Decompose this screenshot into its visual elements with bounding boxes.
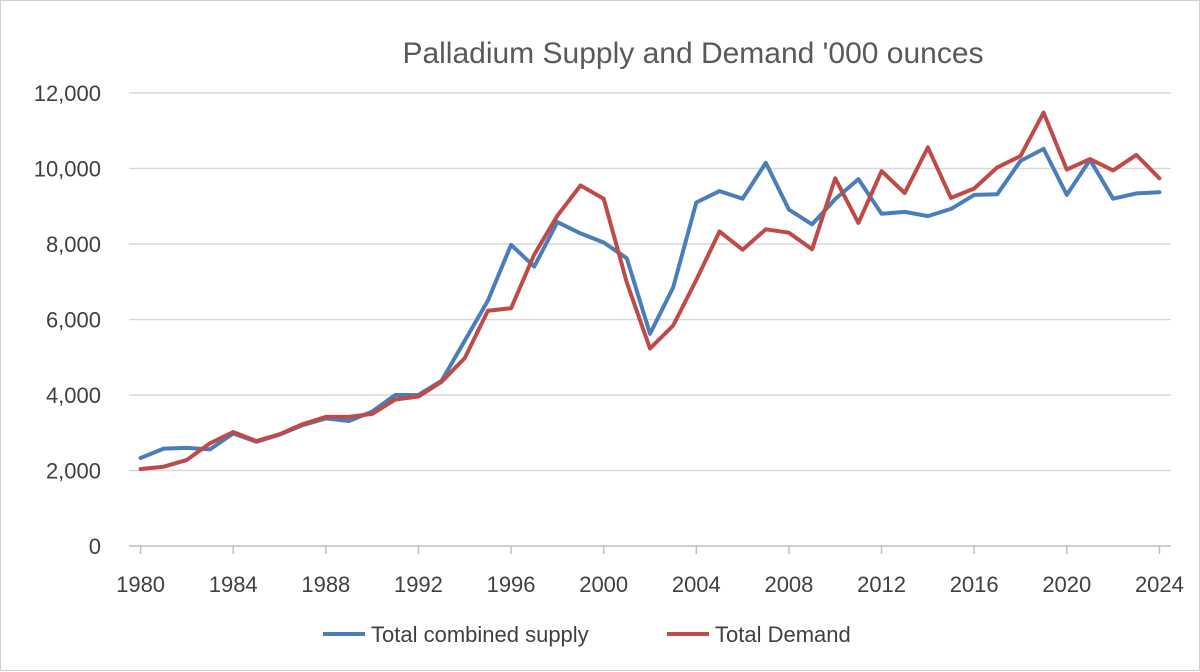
legend-label-total-combined-supply: Total combined supply <box>371 622 589 647</box>
x-tick-label-2012: 2012 <box>857 572 906 597</box>
chart-title: Palladium Supply and Demand '000 ounces <box>402 37 983 70</box>
series-line-total-demand <box>138 110 1162 471</box>
x-tick-label-2008: 2008 <box>764 572 813 597</box>
y-tick-label-12000: 12,000 <box>34 81 101 106</box>
x-tick-label-1984: 1984 <box>209 572 258 597</box>
x-tick-label-2024: 2024 <box>1135 572 1184 597</box>
y-tick-label-0: 0 <box>89 534 101 559</box>
series-line-total-combined-supply <box>138 146 1162 460</box>
x-tick-label-2000: 2000 <box>579 572 628 597</box>
x-tick-label-2020: 2020 <box>1042 572 1091 597</box>
gridlines <box>129 92 1171 472</box>
y-tick-label-6000: 6,000 <box>46 308 101 333</box>
y-tick-label-2000: 2,000 <box>46 459 101 484</box>
y-tick-label-8000: 8,000 <box>46 232 101 257</box>
y-tick-label-4000: 4,000 <box>46 383 101 408</box>
legend-label-total-demand: Total Demand <box>715 622 851 647</box>
x-tick-label-1980: 1980 <box>116 572 165 597</box>
x-tick-label-2016: 2016 <box>950 572 999 597</box>
x-tick-label-1988: 1988 <box>301 572 350 597</box>
series-lines <box>138 110 1162 471</box>
x-tick-label-2004: 2004 <box>672 572 721 597</box>
legend: Total combined supply Total Demand <box>323 622 851 647</box>
y-tick-label-10000: 10,000 <box>34 157 101 182</box>
axes: 0 2,000 4,000 6,000 8,000 10,000 12,000 1980 198… <box>34 81 1184 597</box>
x-tick-label-1992: 1992 <box>394 572 443 597</box>
x-tick-label-1996: 1996 <box>487 572 536 597</box>
